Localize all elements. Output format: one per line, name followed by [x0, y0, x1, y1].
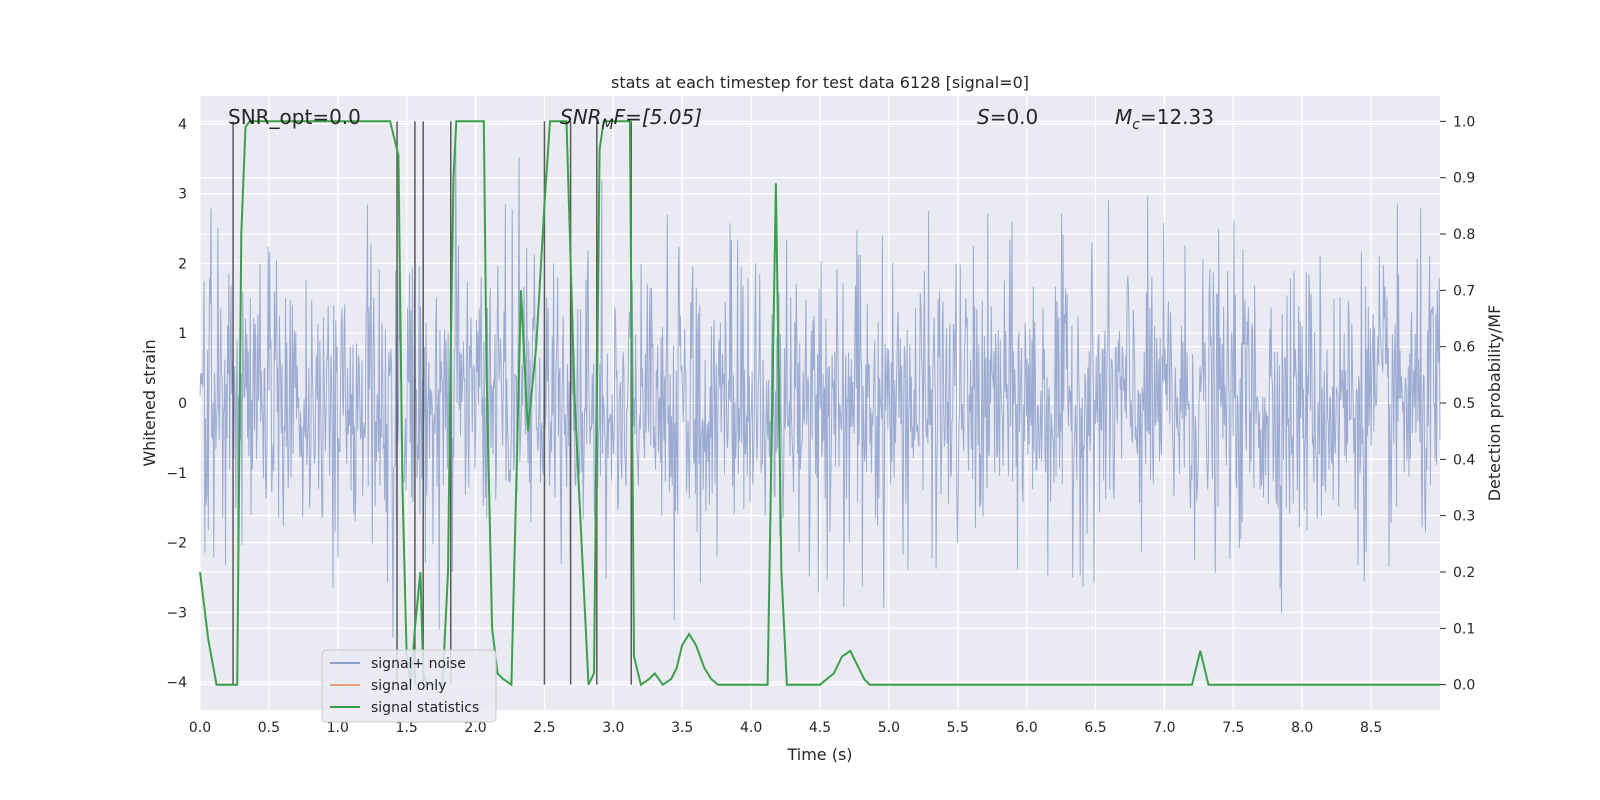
x-axis-label: Time (s)	[786, 745, 852, 764]
x-tick-label-16: 8.0	[1291, 720, 1313, 736]
y-tick-label-0: −4	[166, 675, 187, 691]
x-tick-label-6: 3.0	[602, 720, 624, 736]
y-tick-label-3: −1	[166, 466, 187, 482]
y2-tick-label-3: 0.3	[1453, 509, 1475, 525]
y-tick-label-2: −2	[166, 536, 187, 552]
y-tick-label-5: 1	[178, 326, 187, 342]
legend-label-signal: signal only	[371, 678, 446, 694]
x-tick-label-7: 3.5	[671, 720, 693, 736]
x-tick-labels: 0.0 0.5 1.0 1.5 2.0 2.5 3.0 3.5 4.0 4.5 5.0 5.5 6.0 6…	[189, 720, 1382, 736]
y-tick-label-6: 2	[178, 256, 187, 272]
snr-mf-value: F=[5.05]	[614, 105, 702, 129]
x-tick-label-0: 0.0	[189, 720, 211, 736]
noise-trace	[199, 142, 1441, 638]
x-tick-label-11: 5.5	[947, 720, 969, 736]
snr-mf-subscript: M	[602, 117, 614, 133]
y2-tick-label-8: 0.8	[1453, 227, 1475, 243]
x-tick-label-2: 1.0	[327, 720, 349, 736]
y-tick-label-7: 3	[178, 187, 187, 203]
signal-statistics-line	[199, 120, 1440, 687]
y2-tick-label-7: 0.7	[1453, 283, 1475, 299]
s-value: =0.0	[990, 105, 1039, 129]
x-tick-label-10: 5.0	[878, 720, 900, 736]
mc-value: =12.33	[1140, 105, 1214, 129]
legend-label-stats: signal statistics	[371, 700, 479, 716]
x-tick-label-1: 0.5	[258, 720, 280, 736]
y-tick-labels: −4 −3 −2 −1 0 1 2 3 4	[166, 117, 187, 691]
y2-tick-label-10: 1.0	[1453, 114, 1475, 130]
x-tick-label-15: 7.5	[1222, 720, 1244, 736]
s-annotation: S=0.0	[977, 105, 1038, 129]
x-tick-label-4: 2.0	[464, 720, 486, 736]
x-tick-label-17: 8.5	[1360, 720, 1382, 736]
chart-title: stats at each timestep for test data 612…	[611, 73, 1029, 92]
y2-tick-label-9: 0.9	[1453, 171, 1475, 187]
x-tick-label-8: 4.0	[740, 720, 762, 736]
snr-opt-annotation: SNR_opt=0.0	[228, 105, 361, 129]
y2-tick-label-4: 0.4	[1453, 452, 1475, 468]
signal-noise-series	[199, 142, 1441, 638]
x-tick-label-14: 7.0	[1153, 720, 1175, 736]
y-tick-label-4: 0	[178, 396, 187, 412]
y2-tick-label-0: 0.0	[1453, 678, 1475, 694]
legend-box	[321, 649, 497, 723]
y2-tick-label-5: 0.5	[1453, 396, 1475, 412]
s-symbol: S	[977, 105, 990, 129]
y2-tick-labels: 0.0 0.1 0.2 0.3 0.4 0.5 0.6 0.7 0.8 0.9 1.0	[1440, 114, 1475, 694]
y-tick-label-8: 4	[178, 117, 187, 133]
mc-subscript: c	[1132, 117, 1140, 133]
y2-tick-label-1: 0.1	[1453, 621, 1475, 637]
snr-mf-annotation: SNRMF=[5.05]	[560, 105, 702, 133]
x-tick-label-5: 2.5	[533, 720, 555, 736]
x-tick-label-12: 6.0	[1016, 720, 1038, 736]
mc-annotation: Mc=12.33	[1115, 105, 1214, 133]
y-tick-label-1: −3	[166, 605, 187, 621]
snr-mf-symbol: SNR	[560, 105, 602, 129]
x-tick-label-3: 1.5	[396, 720, 418, 736]
x-tick-label-9: 4.5	[809, 720, 831, 736]
legend: signal+ noise signal only signal statist…	[321, 649, 497, 723]
legend-label-noise: signal+ noise	[371, 656, 466, 672]
y2-axis-label: Detection probability/MF	[1485, 305, 1504, 502]
y2-tick-label-2: 0.2	[1453, 565, 1475, 581]
mc-symbol: M	[1115, 105, 1132, 129]
y-axis-label: Whitened strain	[140, 339, 159, 466]
y2-tick-label-6: 0.6	[1453, 340, 1475, 356]
x-tick-label-13: 6.5	[1084, 720, 1106, 736]
